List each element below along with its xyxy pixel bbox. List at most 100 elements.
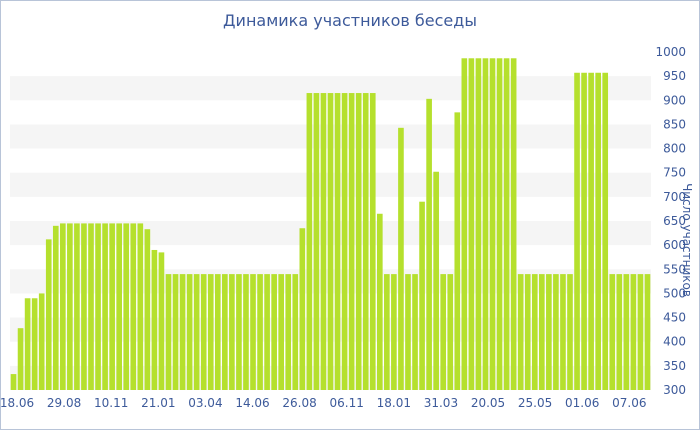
bar xyxy=(341,93,348,390)
x-tick-label: 01.06 xyxy=(565,396,599,410)
bar xyxy=(236,274,242,390)
bar xyxy=(433,171,439,390)
bar xyxy=(419,201,425,390)
bar xyxy=(609,274,616,390)
bar xyxy=(158,252,165,390)
bar xyxy=(67,223,73,390)
y-axis-label: Число участников xyxy=(680,183,694,297)
x-tick-label: 18.01 xyxy=(377,396,411,410)
bar xyxy=(313,93,320,390)
bar xyxy=(165,274,172,390)
bar xyxy=(362,93,369,390)
bar xyxy=(299,228,306,390)
x-tick-label: 31.03 xyxy=(424,396,458,410)
bar xyxy=(229,274,235,390)
bar xyxy=(644,274,651,390)
x-tick-label: 14.06 xyxy=(235,396,269,410)
bar xyxy=(31,298,38,390)
bar xyxy=(81,223,87,390)
bar xyxy=(405,274,411,390)
bar xyxy=(306,93,313,390)
chart-title: Динамика участников беседы xyxy=(223,11,477,30)
bar xyxy=(179,274,186,390)
bar xyxy=(482,58,489,390)
bar xyxy=(567,274,573,390)
y-tick-label: 900 xyxy=(663,93,686,107)
bar xyxy=(510,58,517,390)
bar xyxy=(243,274,249,390)
bar xyxy=(616,274,623,390)
bar xyxy=(447,274,454,390)
y-tick-label: 950 xyxy=(663,69,686,83)
bar xyxy=(426,98,432,390)
x-tick-label: 07.06 xyxy=(612,396,646,410)
bar xyxy=(348,93,355,390)
bar xyxy=(186,274,193,390)
bar xyxy=(130,223,137,390)
bar xyxy=(327,93,334,390)
bar xyxy=(384,274,390,390)
bar xyxy=(52,225,59,390)
y-tick-labels: 300 350 400 450 500 550 600 650 700 750 800 850 900 9… xyxy=(655,45,686,397)
y-tick-label: 800 xyxy=(663,142,686,156)
bar xyxy=(531,274,538,390)
bar xyxy=(334,93,341,390)
bar xyxy=(496,58,503,390)
x-tick-label: 03.04 xyxy=(188,396,222,410)
bar xyxy=(257,274,263,390)
bar xyxy=(355,93,362,390)
bar xyxy=(475,58,482,390)
bar xyxy=(38,293,45,390)
x-tick-label: 25.05 xyxy=(518,396,552,410)
bar xyxy=(123,223,130,390)
y-tick-label: 550 xyxy=(663,262,686,276)
bar xyxy=(539,274,545,390)
bar xyxy=(398,127,404,390)
x-tick-label: 20.05 xyxy=(471,396,505,410)
bar xyxy=(546,274,552,390)
bar xyxy=(412,274,418,390)
bar xyxy=(172,274,179,390)
y-tick-label: 650 xyxy=(663,214,686,228)
bar xyxy=(151,249,158,390)
x-tick-label: 29.08 xyxy=(47,396,81,410)
y-tick-label: 600 xyxy=(663,238,686,252)
bar xyxy=(109,223,115,390)
bar xyxy=(222,274,228,390)
bar xyxy=(517,274,524,390)
bar xyxy=(489,58,496,390)
bar xyxy=(88,223,94,390)
bar xyxy=(292,274,299,390)
bar xyxy=(369,93,376,390)
bar xyxy=(468,58,475,390)
bar xyxy=(440,274,447,390)
bar xyxy=(60,223,66,390)
bar xyxy=(285,274,292,390)
bar xyxy=(45,239,52,390)
bar xyxy=(553,274,559,390)
bar xyxy=(637,274,644,390)
bar xyxy=(524,274,531,390)
bar xyxy=(602,72,609,390)
bar xyxy=(74,223,80,390)
x-tick-labels: 18.06 29.08 10.11 21.01 03.04 14.06 26.08 06.11… xyxy=(0,396,646,410)
y-tick-label: 700 xyxy=(663,190,686,204)
x-tick-label: 26.08 xyxy=(282,396,316,410)
bar xyxy=(17,328,24,390)
bar xyxy=(144,229,151,390)
y-tick-label: 500 xyxy=(663,286,686,300)
bar xyxy=(102,223,108,390)
bar xyxy=(581,72,587,390)
bar xyxy=(116,223,122,390)
y-tick-label: 300 xyxy=(663,383,686,397)
bar xyxy=(391,274,397,390)
bar xyxy=(250,274,256,390)
bar xyxy=(207,274,214,390)
bar xyxy=(454,112,461,391)
bar xyxy=(24,298,31,390)
bar xyxy=(95,223,101,390)
bar xyxy=(137,223,144,390)
bar xyxy=(630,274,637,390)
y-tick-label: 850 xyxy=(663,117,686,131)
